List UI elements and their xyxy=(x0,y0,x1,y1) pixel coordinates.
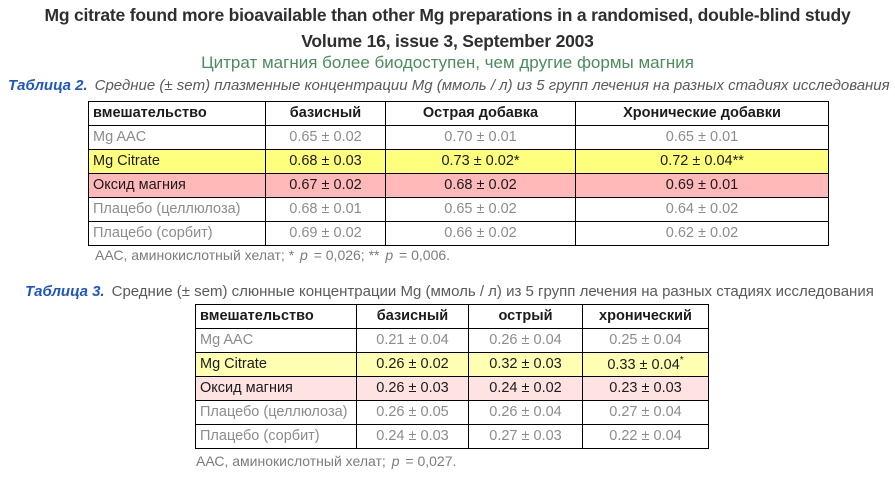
significance-asterisk: * xyxy=(679,355,684,367)
table3-col-acute: острый xyxy=(468,304,583,329)
value-cell: 0.26 ± 0.05 xyxy=(356,400,469,425)
table2-row-mg-oxide: Оксид магния 0.67 ± 0.02 0.68 ± 0.02 0.6… xyxy=(88,173,829,198)
value-cell: 0.68 ± 0.03 xyxy=(265,149,386,174)
table3-col-intervention: вмешательство xyxy=(195,304,357,329)
table2-col-chronic: Хронические добавки xyxy=(575,101,829,126)
table2-row-mg-citrate: Mg Citrate 0.68 ± 0.03 0.73 ± 0.02* 0.72… xyxy=(88,149,829,174)
row-label-cell: Плацебо (сорбит) xyxy=(195,424,357,449)
table2-row-mg-aac: Mg AAC 0.65 ± 0.02 0.70 ± 0.01 0.65 ± 0.… xyxy=(88,125,829,150)
value-cell: 0.65 ± 0.02 xyxy=(265,125,386,150)
table3-row-placebo-cellulose: Плацебо (целлюлоза) 0.26 ± 0.05 0.26 ± 0… xyxy=(195,400,709,425)
row-label-cell: Оксид магния xyxy=(195,376,357,401)
value-cell: 0.73 ± 0.02* xyxy=(385,149,576,174)
table3-caption: Таблица 3. Средние (± sem) слюнные концен… xyxy=(25,283,874,300)
value-cell: 0.69 ± 0.01 xyxy=(575,173,829,198)
table3-row-mg-citrate: Mg Citrate 0.26 ± 0.02 0.32 ± 0.03 0.33 … xyxy=(195,352,709,377)
value-cell: 0.69 ± 0.02 xyxy=(265,221,386,246)
row-label-cell: Mg Citrate xyxy=(195,352,357,377)
value-cell: 0.27 ± 0.03 xyxy=(468,424,583,449)
value-cell: 0.67 ± 0.02 xyxy=(265,173,386,198)
page-title: Mg citrate found more bioavailable than … xyxy=(44,5,851,25)
footnote-text: ААС, аминокислотный хелат; * xyxy=(95,247,299,263)
footnote-text: ААС, аминокислотный хелат; xyxy=(196,453,390,469)
table3-row-placebo-sorbitol: Плацебо (сорбит) 0.24 ± 0.03 0.27 ± 0.03… xyxy=(195,424,709,449)
footnote-text: = 0,006. xyxy=(395,247,451,263)
value-cell: 0.26 ± 0.04 xyxy=(468,400,583,425)
value-cell: 0.26 ± 0.04 xyxy=(468,328,583,353)
table2-col-acute: Острая добавка xyxy=(385,101,576,126)
p-value-symbol: p xyxy=(385,247,394,263)
table3-footnote: ААС, аминокислотный хелат; p = 0,027. xyxy=(196,453,456,469)
row-label-cell: Mg AAC xyxy=(195,328,357,353)
value-cell: 0.68 ± 0.02 xyxy=(385,173,576,198)
table3-row-mg-oxide: Оксид магния 0.26 ± 0.03 0.24 ± 0.02 0.2… xyxy=(195,376,709,401)
row-label-cell: Плацебо (целлюлоза) xyxy=(195,400,357,425)
table3-row-mg-aac: Mg AAC 0.21 ± 0.04 0.26 ± 0.04 0.25 ± 0.… xyxy=(195,328,709,353)
row-label-cell: Mg Citrate xyxy=(88,149,266,174)
table3-saliva-concentrations: вмешательство базисный острый хронически… xyxy=(195,304,709,449)
table2-col-baseline: базисный xyxy=(265,101,386,126)
value-cell: 0.21 ± 0.04 xyxy=(356,328,469,353)
table3-col-baseline: базисный xyxy=(356,304,469,329)
table3-header-row: вмешательство базисный острый хронически… xyxy=(195,304,709,329)
value-text: 0.33 ± 0.04 xyxy=(607,356,680,373)
table3-caption-text: Средние (± sem) слюнные концентрации Mg … xyxy=(111,283,874,300)
page-subtitle-russian: Цитрат магния более биодоступен, чем дру… xyxy=(201,53,694,72)
table2-plasma-concentrations: вмешательство базисный Острая добавка Хр… xyxy=(88,101,829,246)
table2-caption-text: Средние (± sem) плазменные концентрации … xyxy=(94,77,890,94)
value-cell: 0.72 ± 0.04** xyxy=(575,149,829,174)
table2-row-placebo-cellulose: Плацебо (целлюлоза) 0.68 ± 0.01 0.65 ± 0… xyxy=(88,197,829,222)
value-cell: 0.65 ± 0.01 xyxy=(575,125,829,150)
value-cell: 0.26 ± 0.03 xyxy=(356,376,469,401)
row-label-cell: Mg AAC xyxy=(88,125,266,150)
table2-label: Таблица 2. xyxy=(8,77,88,94)
value-cell: 0.22 ± 0.04 xyxy=(582,424,709,449)
value-cell: 0.26 ± 0.02 xyxy=(356,352,469,377)
table2-header-row: вмешательство базисный Острая добавка Хр… xyxy=(88,101,829,126)
value-cell: 0.27 ± 0.04 xyxy=(582,400,709,425)
value-cell: 0.24 ± 0.02 xyxy=(468,376,583,401)
table2-row-placebo-sorbitol: Плацебо (сорбит) 0.69 ± 0.02 0.66 ± 0.02… xyxy=(88,221,829,246)
value-cell: 0.64 ± 0.02 xyxy=(575,197,829,222)
table3-col-chronic: хронический xyxy=(582,304,709,329)
table3-label: Таблица 3. xyxy=(25,283,105,300)
value-cell: 0.23 ± 0.03 xyxy=(582,376,709,401)
footnote-text: = 0,027. xyxy=(401,453,457,469)
value-cell: 0.25 ± 0.04 xyxy=(582,328,709,353)
page-subtitle: Volume 16, issue 3, September 2003 xyxy=(301,31,594,51)
p-value-symbol: p xyxy=(391,453,400,469)
table2-col-intervention: вмешательство xyxy=(88,101,266,126)
p-value-symbol: p xyxy=(300,247,308,263)
value-cell: 0.33 ± 0.04* xyxy=(582,352,709,377)
row-label-cell: Оксид магния xyxy=(88,173,266,198)
table2-caption: Таблица 2. Средние (± sem) плазменные кон… xyxy=(8,77,890,94)
footnote-text: = 0,026; ** xyxy=(309,247,384,263)
value-cell: 0.68 ± 0.01 xyxy=(265,197,386,222)
value-cell: 0.62 ± 0.02 xyxy=(575,221,829,246)
row-label-cell: Плацебо (сорбит) xyxy=(88,221,266,246)
value-cell: 0.24 ± 0.03 xyxy=(356,424,469,449)
value-cell: 0.65 ± 0.02 xyxy=(385,197,576,222)
row-label-cell: Плацебо (целлюлоза) xyxy=(88,197,266,222)
value-cell: 0.66 ± 0.02 xyxy=(385,221,576,246)
value-cell: 0.32 ± 0.03 xyxy=(468,352,583,377)
value-cell: 0.70 ± 0.01 xyxy=(385,125,576,150)
table2-footnote: ААС, аминокислотный хелат; * p = 0,026; … xyxy=(95,247,450,263)
